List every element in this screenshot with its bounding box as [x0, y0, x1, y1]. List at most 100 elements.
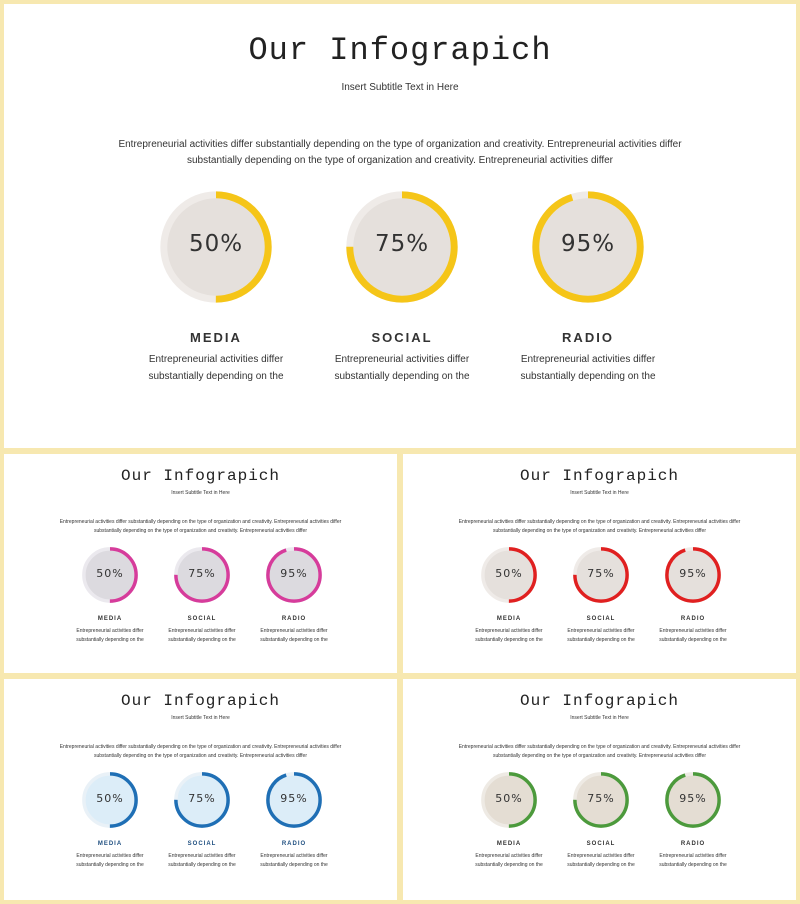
- slide-title: Our Infograpich: [519, 467, 680, 485]
- progress-ring-arc: [573, 547, 629, 603]
- progress-ring: [532, 191, 644, 303]
- slide-subtitle: Insert Subtitle Text in Here: [570, 490, 629, 496]
- progress-ring-arc: [346, 191, 458, 303]
- progress-ring-arc: [532, 191, 644, 303]
- stat-item-social: 75% SOCIAL Entrepreneurial activities diff…: [567, 771, 635, 868]
- percent-value: 95%: [280, 792, 308, 805]
- progress-ring: [174, 772, 230, 828]
- progress-ring: [665, 547, 721, 603]
- stat-description: Entrepreneurial activities differ substan…: [225, 852, 363, 870]
- progress-ring-arc: [82, 772, 138, 828]
- stat-item-radio: 95% RADIO Entrepreneurial activities diffe…: [260, 546, 328, 643]
- stat-description: Entrepreneurial activities differ substan…: [41, 627, 179, 645]
- stat-description-line: Entrepreneurial activities differ: [168, 628, 236, 634]
- stat-item-media: 50% MEDIA Entrepreneurial activities diffe…: [76, 771, 144, 868]
- progress-ring: [573, 772, 629, 828]
- stat-description-line: substantially depending on the: [475, 637, 543, 643]
- stat-label: SOCIAL: [371, 330, 433, 345]
- slide-subtitle: Insert Subtitle Text in Here: [171, 715, 230, 721]
- progress-ring: [82, 772, 138, 828]
- progress-ring: [266, 772, 322, 828]
- percent-value: 50%: [495, 567, 523, 580]
- stat-label: RADIO: [680, 616, 706, 622]
- stat-label: MEDIA: [496, 841, 522, 847]
- percent-value: 50%: [96, 792, 124, 805]
- slide-subtitle: Insert Subtitle Text in Here: [341, 82, 459, 93]
- stat-item-social: 75% SOCIAL Entrepreneurial activities diff…: [168, 771, 236, 868]
- stat-label: RADIO: [562, 330, 614, 345]
- stat-label: RADIO: [281, 841, 307, 847]
- stat-description-line: Entrepreneurial activities differ: [168, 853, 236, 859]
- stat-description-line: Entrepreneurial activities differ: [567, 628, 635, 634]
- progress-ring: [160, 191, 272, 303]
- stat-description-line: substantially depending on the: [659, 862, 727, 868]
- stat-description: Entrepreneurial activities differ substan…: [440, 627, 578, 645]
- stat-description-line: substantially depending on the: [76, 637, 144, 643]
- stat-description-line: Entrepreneurial activities differ: [334, 354, 470, 365]
- intro-paragraph: Entrepreneurial activities differ substa…: [4, 137, 796, 169]
- intro-paragraph: Entrepreneurial activities differ substa…: [4, 518, 397, 536]
- progress-ring-arc: [82, 547, 138, 603]
- stat-description: Entrepreneurial activities differ substan…: [532, 627, 670, 645]
- stat-description: Entrepreneurial activities differ substan…: [41, 852, 179, 870]
- stat-item-social: 75% SOCIAL Entrepreneurial activities diff…: [567, 546, 635, 643]
- slide-title: Our Infograpich: [248, 32, 552, 69]
- intro-paragraph: Entrepreneurial activities differ substa…: [403, 518, 796, 536]
- percent-value: 95%: [280, 567, 308, 580]
- stat-item-social: 75% SOCIAL Entrepreneurial activities diff…: [334, 189, 470, 382]
- intro-paragraph: Entrepreneurial activities differ substa…: [403, 743, 796, 761]
- stat-description-line: substantially depending on the: [567, 862, 635, 868]
- progress-ring-arc: [174, 547, 230, 603]
- stat-label: MEDIA: [190, 330, 242, 345]
- progress-ring: [346, 191, 458, 303]
- stat-description-line: Entrepreneurial activities differ: [148, 354, 284, 365]
- stat-description: Entrepreneurial activities differ substan…: [624, 627, 762, 645]
- slide-0: Our Infograpich Insert Subtitle Text in H…: [4, 4, 796, 448]
- stat-description: Entrepreneurial activities differ substan…: [532, 852, 670, 870]
- percent-value: 95%: [560, 231, 616, 257]
- stat-description-line: Entrepreneurial activities differ: [76, 628, 144, 634]
- stat-label: RADIO: [680, 841, 706, 847]
- progress-ring: [481, 772, 537, 828]
- progress-ring: [573, 547, 629, 603]
- stat-description: Entrepreneurial activities differ substan…: [225, 627, 363, 645]
- percent-value: 75%: [188, 792, 216, 805]
- stat-label: MEDIA: [496, 616, 522, 622]
- slide-subtitle: Insert Subtitle Text in Here: [570, 715, 629, 721]
- stat-description-line: Entrepreneurial activities differ: [260, 628, 328, 634]
- percent-value: 50%: [96, 567, 124, 580]
- stat-item-media: 50% MEDIA Entrepreneurial activities diffe…: [475, 546, 543, 643]
- stat-description-line: substantially depending on the: [260, 862, 328, 868]
- progress-ring-arc: [160, 191, 272, 303]
- stat-description: Entrepreneurial activities differ substan…: [624, 852, 762, 870]
- stat-description-line: Entrepreneurial activities differ: [659, 853, 727, 859]
- intro-line: substantially depending on the type of o…: [94, 528, 307, 534]
- progress-ring-arc: [266, 772, 322, 828]
- stat-item-radio: 95% RADIO Entrepreneurial activities diffe…: [659, 771, 727, 868]
- stat-description-line: Entrepreneurial activities differ: [567, 853, 635, 859]
- stat-item-media: 50% MEDIA Entrepreneurial activities diffe…: [76, 546, 144, 643]
- intro-line: Entrepreneurial activities differ substa…: [59, 519, 342, 525]
- stat-description-line: substantially depending on the: [168, 862, 236, 868]
- intro-line: Entrepreneurial activities differ substa…: [59, 744, 342, 750]
- progress-ring-arc: [481, 772, 537, 828]
- slide-title: Our Infograpich: [120, 467, 281, 485]
- slide-2: Our Infograpich Insert Subtitle Text in H…: [403, 454, 796, 673]
- stat-label: SOCIAL: [586, 841, 616, 847]
- intro-line: substantially depending on the type of o…: [493, 753, 706, 759]
- percent-value: 50%: [495, 792, 523, 805]
- percent-value: 75%: [587, 792, 615, 805]
- stat-description: Entrepreneurial activities differ substan…: [304, 351, 500, 385]
- slide-1: Our Infograpich Insert Subtitle Text in H…: [4, 454, 397, 673]
- stat-item-radio: 95% RADIO Entrepreneurial activities diffe…: [520, 189, 656, 382]
- percent-value: 75%: [188, 567, 216, 580]
- stat-description-line: substantially depending on the: [148, 371, 284, 382]
- stat-description-line: substantially depending on the: [76, 862, 144, 868]
- percent-value: 75%: [374, 231, 430, 257]
- slide-4: Our Infograpich Insert Subtitle Text in H…: [403, 679, 796, 900]
- slide-subtitle: Insert Subtitle Text in Here: [171, 490, 230, 496]
- progress-ring-arc: [266, 547, 322, 603]
- progress-ring: [174, 547, 230, 603]
- progress-ring-arc: [481, 547, 537, 603]
- intro-line: substantially depending on the type of o…: [493, 528, 706, 534]
